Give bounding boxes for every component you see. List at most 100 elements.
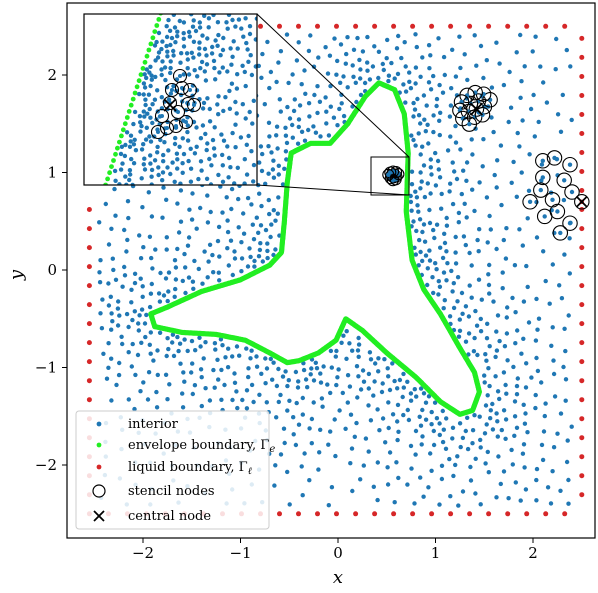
interior-node — [524, 361, 529, 366]
inset-interior-node — [155, 150, 160, 155]
interior-node — [520, 243, 525, 248]
interior-node — [331, 115, 337, 120]
interior-node — [263, 356, 268, 361]
interior-node — [154, 389, 159, 395]
interior-node — [230, 354, 235, 359]
interior-node — [489, 115, 494, 120]
interior-node — [523, 385, 529, 390]
interior-node — [344, 51, 349, 57]
interior-node — [536, 119, 541, 125]
interior-node — [248, 356, 253, 361]
interior-node — [412, 387, 417, 392]
inset-interior-node — [197, 40, 202, 45]
interior-node — [429, 468, 434, 473]
liquid-node — [579, 54, 585, 60]
inset-stencil-ring — [178, 114, 194, 130]
interior-node — [463, 339, 469, 344]
liquid-node — [579, 416, 585, 422]
inset-interior-node — [159, 46, 164, 52]
inset-stencil-ring — [159, 120, 175, 136]
inset-interior-node — [159, 95, 164, 100]
inset-interior-node — [168, 65, 173, 71]
inset-interior-node — [184, 51, 190, 56]
interior-node — [258, 223, 264, 228]
central-node-marker — [576, 196, 588, 208]
stencil-ring — [556, 172, 572, 189]
interior-node — [345, 85, 350, 90]
interior-node — [448, 103, 454, 108]
interior-node — [486, 366, 491, 371]
legend-label-envelope-text: envelope boundary, Γ — [128, 438, 269, 453]
interior-node — [429, 172, 434, 177]
interior-node — [403, 89, 409, 94]
inset-interior-node — [193, 28, 199, 34]
x-axis: −2 −1 0 1 2 — [132, 538, 538, 562]
interior-node — [466, 314, 472, 319]
interior-node — [486, 470, 491, 475]
interior-node — [472, 335, 477, 341]
interior-node — [549, 343, 554, 348]
interior-node — [343, 426, 348, 431]
inset-interior-node — [175, 34, 180, 39]
inset-interior-node — [166, 148, 171, 153]
inset-envelope-node — [130, 96, 136, 102]
interior-node — [284, 140, 290, 146]
inset-interior-node — [243, 116, 248, 121]
interior-node — [183, 290, 188, 296]
interior-node — [460, 311, 465, 316]
interior-node — [551, 445, 557, 450]
interior-node — [437, 132, 442, 138]
inset-interior-node — [177, 18, 182, 24]
inset-interior-node — [233, 122, 238, 127]
interior-node — [97, 220, 102, 225]
interior-node — [453, 74, 459, 79]
interior-node — [416, 209, 421, 214]
interior-node — [326, 133, 332, 138]
interior-node — [115, 323, 121, 328]
interior-node — [295, 385, 301, 390]
interior-node — [419, 442, 424, 447]
inset-interior-node — [229, 81, 235, 86]
stencil-markers — [382, 84, 590, 241]
inset-interior-node — [181, 20, 187, 25]
interior-node — [418, 121, 423, 126]
interior-node — [563, 377, 569, 382]
interior-node — [561, 364, 566, 370]
inset-envelope-node — [144, 53, 150, 59]
interior-node — [313, 360, 318, 365]
interior-node — [212, 385, 217, 390]
interior-node — [392, 500, 397, 505]
interior-node — [318, 380, 324, 385]
inset-interior-node — [117, 182, 122, 185]
interior-node — [519, 170, 524, 175]
interior-node — [449, 268, 454, 274]
interior-node — [413, 143, 418, 148]
inset-interior-node — [128, 172, 133, 177]
interior-node — [504, 226, 509, 231]
interior-node — [175, 246, 180, 252]
liquid-node — [579, 397, 585, 403]
interior-node — [307, 426, 312, 431]
inset-envelope-node — [156, 17, 162, 22]
inset-interior-node — [186, 29, 192, 35]
interior-node — [268, 69, 274, 75]
inset-interior-node — [206, 25, 211, 30]
interior-node — [165, 397, 170, 402]
interior-node — [423, 129, 428, 134]
interior-node — [109, 311, 114, 316]
liquid-node — [579, 435, 585, 441]
interior-node — [442, 240, 448, 246]
interior-node — [402, 40, 407, 45]
inset-interior-node — [155, 88, 160, 93]
interior-node — [246, 374, 251, 380]
interior-node — [481, 75, 486, 81]
interior-node — [278, 49, 284, 54]
interior-node — [515, 130, 520, 136]
interior-node — [283, 369, 288, 374]
interior-node — [416, 263, 421, 268]
interior-node — [372, 379, 377, 384]
interior-node — [137, 233, 142, 238]
interior-node — [143, 334, 148, 340]
interior-node — [175, 201, 180, 206]
interior-node — [275, 146, 280, 151]
